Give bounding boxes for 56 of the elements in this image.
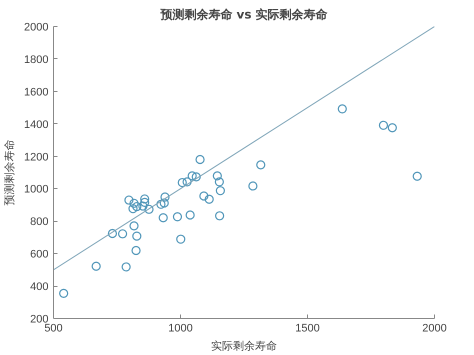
point xyxy=(108,228,118,238)
point xyxy=(378,120,388,130)
point xyxy=(160,198,169,208)
point xyxy=(192,172,201,182)
point xyxy=(140,194,150,204)
point xyxy=(195,154,205,164)
x-tick-label: 1000 xyxy=(168,322,193,334)
point xyxy=(92,262,101,271)
point xyxy=(129,221,139,230)
point xyxy=(188,171,197,180)
point xyxy=(118,229,128,238)
point xyxy=(122,262,131,272)
y-tick-label: 1000 xyxy=(24,184,49,196)
point xyxy=(215,211,224,220)
point xyxy=(248,181,258,191)
y-tick-label: 1800 xyxy=(24,54,49,66)
point xyxy=(138,201,148,211)
point xyxy=(131,246,141,256)
y-tick-label: 2000 xyxy=(24,22,49,34)
point xyxy=(388,123,397,132)
point xyxy=(59,288,68,298)
y-tick-label: 1200 xyxy=(24,151,49,164)
chart-title: 预测剩余寿命 vs 实际剩余寿命 xyxy=(159,8,329,22)
point xyxy=(186,210,195,220)
point xyxy=(214,177,224,186)
point xyxy=(124,195,134,205)
point xyxy=(216,186,225,196)
point xyxy=(140,198,150,207)
point xyxy=(182,177,192,186)
point xyxy=(160,192,170,202)
x-axis-title: 实际剩余寿命 xyxy=(211,340,277,352)
point xyxy=(132,202,142,212)
point xyxy=(212,171,222,180)
point xyxy=(199,191,208,201)
point xyxy=(158,213,168,222)
point xyxy=(132,232,142,241)
x-tick-label: 500 xyxy=(44,322,63,334)
point xyxy=(204,194,214,204)
point xyxy=(256,160,266,170)
point xyxy=(144,204,154,214)
point xyxy=(129,198,139,208)
y-axis-title: 预测剩余寿命 xyxy=(3,140,16,206)
y-tick-label: 600 xyxy=(30,248,49,261)
y-tick-label: 1400 xyxy=(24,118,49,131)
point xyxy=(338,104,347,114)
y-tick-label: 400 xyxy=(30,281,49,294)
point xyxy=(176,234,186,244)
y-tick-label: 1600 xyxy=(24,86,49,98)
point xyxy=(412,172,422,181)
x-tick-label: 1500 xyxy=(295,322,320,334)
y-tick-label: 800 xyxy=(30,216,49,228)
point xyxy=(178,178,187,188)
point xyxy=(156,200,166,209)
x-tick-label: 2000 xyxy=(422,322,447,334)
point xyxy=(128,204,138,214)
point xyxy=(172,212,182,222)
